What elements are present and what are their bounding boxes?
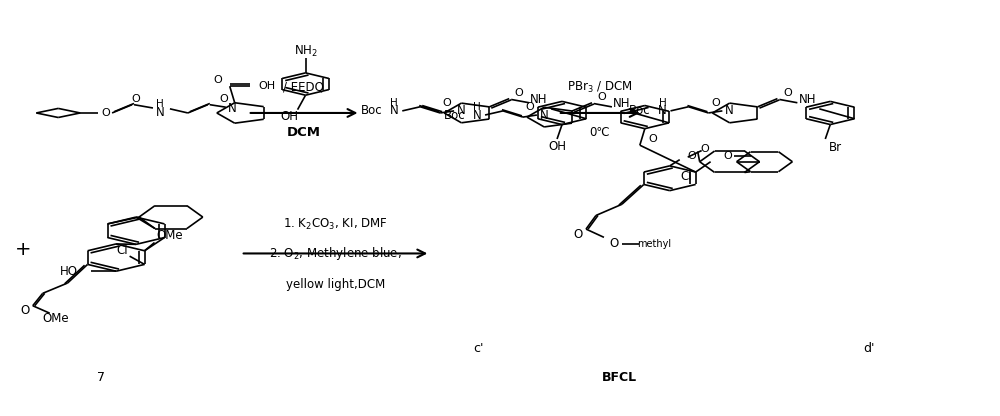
Text: yellow light,DCM: yellow light,DCM	[286, 278, 385, 291]
Text: NH: NH	[799, 93, 816, 106]
Text: BFCL: BFCL	[602, 371, 637, 384]
Text: N: N	[228, 102, 237, 114]
Text: OH: OH	[548, 140, 566, 153]
Text: H: H	[390, 98, 398, 108]
Text: O: O	[443, 98, 452, 108]
Text: N: N	[156, 106, 164, 119]
Text: O: O	[598, 92, 606, 102]
Text: N: N	[725, 104, 734, 117]
Text: N: N	[457, 104, 465, 117]
Text: 0℃: 0℃	[589, 126, 610, 139]
Text: +: +	[15, 240, 32, 259]
Text: Boc: Boc	[361, 104, 382, 117]
Text: OMe: OMe	[42, 312, 69, 325]
Text: c': c'	[473, 342, 483, 355]
Text: Cl: Cl	[680, 170, 692, 183]
Text: OMe: OMe	[156, 228, 183, 242]
Text: O: O	[711, 98, 720, 108]
Text: NH: NH	[530, 93, 548, 106]
Text: O: O	[132, 94, 140, 104]
Text: NH: NH	[613, 97, 631, 110]
Text: O: O	[102, 108, 110, 118]
Text: OH: OH	[258, 81, 275, 91]
Text: Boc: Boc	[443, 109, 465, 121]
Text: O: O	[219, 94, 228, 104]
Text: 7: 7	[97, 371, 105, 384]
Text: Br: Br	[829, 141, 842, 154]
Text: OH: OH	[281, 110, 299, 123]
Text: O: O	[687, 151, 696, 161]
Text: O: O	[526, 102, 534, 112]
Text: N: N	[473, 109, 481, 121]
Text: PBr$_3$ / DCM: PBr$_3$ / DCM	[567, 80, 632, 95]
Text: 1. K$_2$CO$_3$, KI, DMF: 1. K$_2$CO$_3$, KI, DMF	[283, 217, 388, 232]
Text: 2. O$_2$, Methylene blue,: 2. O$_2$, Methylene blue,	[269, 245, 402, 262]
Text: / EEDQ: / EEDQ	[283, 80, 324, 94]
Text: N: N	[390, 104, 399, 117]
Text: H: H	[659, 98, 666, 108]
Text: d': d'	[863, 342, 875, 355]
Text: Cl: Cl	[117, 244, 128, 257]
Text: O: O	[609, 237, 619, 250]
Text: O: O	[783, 88, 792, 98]
Text: Boc: Boc	[629, 104, 651, 117]
Text: O: O	[213, 75, 222, 85]
Text: methyl: methyl	[637, 238, 671, 248]
Text: DCM: DCM	[287, 126, 321, 139]
Text: N: N	[540, 109, 548, 121]
Text: N: N	[658, 104, 667, 117]
Text: H: H	[473, 102, 481, 112]
Text: O: O	[723, 151, 732, 161]
Text: O: O	[648, 134, 657, 144]
Text: O: O	[700, 144, 709, 154]
Text: HO: HO	[60, 265, 78, 278]
Text: O: O	[515, 88, 524, 98]
Text: O: O	[573, 228, 583, 240]
Text: O: O	[20, 304, 29, 317]
Text: NH$_2$: NH$_2$	[294, 44, 317, 59]
Text: H: H	[156, 99, 164, 109]
